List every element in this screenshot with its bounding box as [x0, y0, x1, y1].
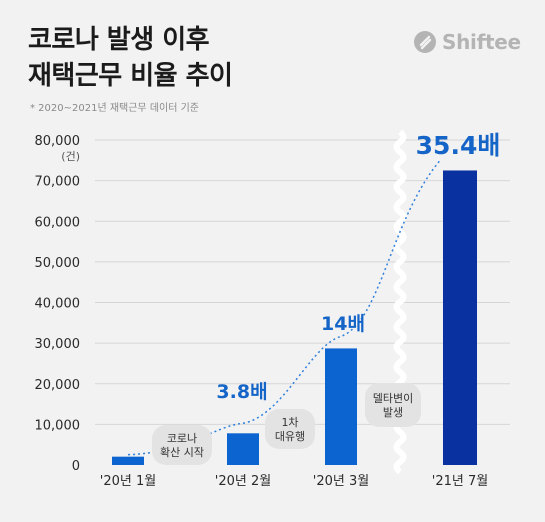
x-tick-label: '20년 2월	[215, 474, 271, 489]
annotation-bubble	[365, 383, 421, 427]
chart-title: 코로나 발생 이후 재택근무 비율 추이	[28, 22, 233, 94]
title-line-1: 코로나 발생 이후	[28, 25, 210, 55]
bar	[227, 433, 259, 465]
bar	[112, 456, 144, 465]
shiftee-logo-icon	[414, 31, 436, 53]
annotation-bubble	[152, 425, 212, 465]
bar	[325, 348, 357, 465]
annotation-text: 확산 시작	[160, 446, 204, 459]
y-tick-label: 40,000	[35, 297, 81, 312]
annotation-text: 코로나	[167, 432, 197, 445]
y-tick-label: 70,000	[35, 175, 81, 190]
y-tick-label: 50,000	[35, 256, 81, 271]
brand-name: Shiftee	[442, 30, 521, 54]
y-axis-unit: (건)	[61, 150, 80, 163]
data-source-note: * 2020~2021년 재택근무 데이터 기준	[30, 103, 199, 114]
data-label: 14배	[321, 313, 365, 335]
y-tick-label: 20,000	[35, 378, 81, 393]
y-tick-label: 80,000	[35, 134, 81, 149]
annotation-bubble	[265, 409, 315, 449]
x-tick-label: '20년 1월	[100, 474, 156, 489]
x-tick-label: '21년 7월	[432, 474, 488, 489]
data-label: 35.4배	[416, 131, 501, 160]
annotation-text: 발생	[383, 406, 403, 419]
brand-logo: Shiftee	[414, 30, 521, 54]
annotation-text: 델타변이	[373, 392, 413, 405]
y-tick-label: 10,000	[35, 418, 81, 433]
y-tick-label: 30,000	[35, 337, 81, 352]
annotation-text: 대유행	[275, 430, 305, 443]
y-tick-label: 60,000	[35, 215, 81, 230]
y-tick-label: 0	[72, 459, 80, 474]
title-line-2: 재택근무 비율 추이	[28, 61, 233, 91]
annotation-text: 1차	[281, 416, 298, 429]
data-label: 3.8배	[216, 381, 267, 403]
bar	[443, 170, 477, 465]
x-tick-label: '20년 3월	[313, 474, 369, 489]
